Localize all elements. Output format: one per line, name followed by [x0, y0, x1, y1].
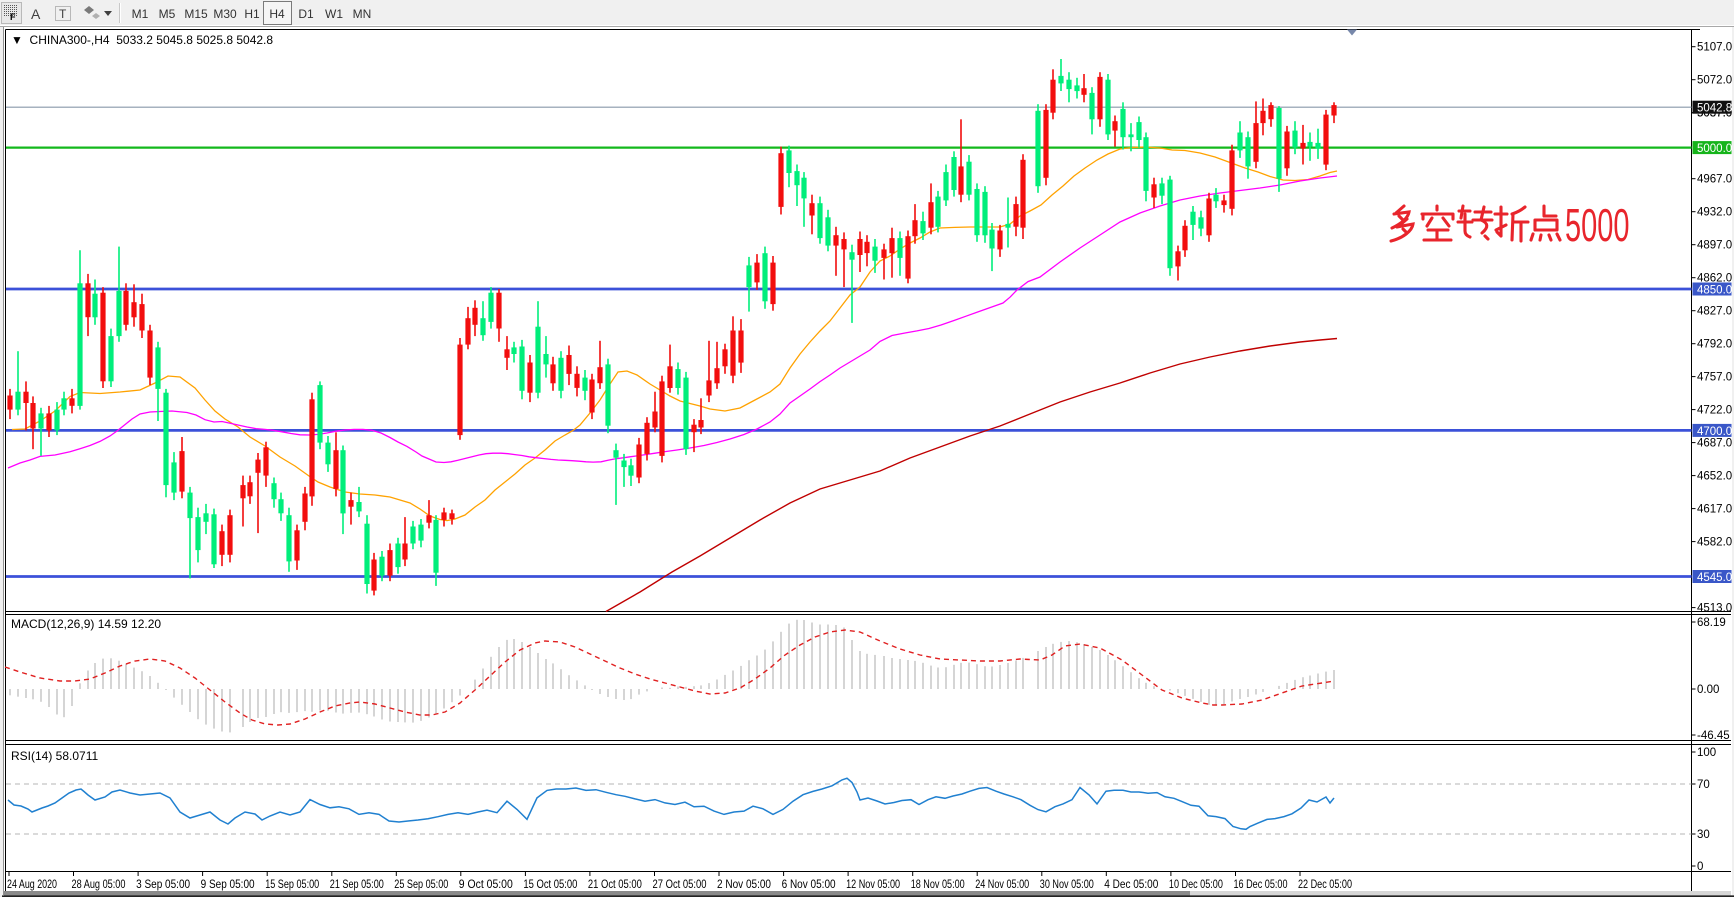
svg-text:25 Sep 05:00: 25 Sep 05:00: [394, 879, 448, 891]
svg-text:28 Aug 05:00: 28 Aug 05:00: [72, 879, 126, 891]
svg-text:4617.0: 4617.0: [1697, 504, 1732, 516]
svg-text:4827.0: 4827.0: [1697, 306, 1732, 318]
svg-text:M30: M30: [213, 7, 237, 21]
svg-text:21 Sep 05:00: 21 Sep 05:00: [330, 879, 384, 891]
svg-text:4897.0: 4897.0: [1697, 240, 1732, 252]
svg-text:9 Sep 05:00: 9 Sep 05:00: [201, 879, 255, 891]
svg-text:10 Dec 05:00: 10 Dec 05:00: [1169, 879, 1223, 891]
svg-text:15 Oct 05:00: 15 Oct 05:00: [523, 879, 577, 891]
svg-text:H1: H1: [244, 7, 260, 21]
svg-text:27 Oct 05:00: 27 Oct 05:00: [653, 879, 707, 891]
svg-text:F: F: [10, 12, 16, 22]
svg-text:4513.0: 4513.0: [1697, 603, 1732, 615]
svg-text:22 Dec 05:00: 22 Dec 05:00: [1298, 879, 1352, 891]
svg-text:-46.45: -46.45: [1697, 730, 1730, 742]
svg-text:M15: M15: [184, 7, 208, 21]
svg-text:0: 0: [1697, 861, 1703, 873]
svg-text:4792.0: 4792.0: [1697, 339, 1732, 351]
svg-text:5107.0: 5107.0: [1697, 42, 1732, 54]
svg-text:5072.0: 5072.0: [1697, 75, 1732, 87]
svg-text:4545.0: 4545.0: [1697, 572, 1732, 584]
svg-text:A: A: [31, 6, 41, 22]
svg-text:6 Nov 05:00: 6 Nov 05:00: [782, 879, 836, 891]
svg-text:MN: MN: [353, 7, 372, 21]
svg-text:M5: M5: [159, 7, 176, 21]
svg-text:5000.0: 5000.0: [1697, 143, 1732, 155]
svg-text:5000: 5000: [1565, 200, 1629, 251]
svg-text:4850.0: 4850.0: [1697, 285, 1732, 297]
svg-text:16 Dec 05:00: 16 Dec 05:00: [1234, 879, 1288, 891]
svg-text:9 Oct 05:00: 9 Oct 05:00: [459, 879, 513, 891]
svg-text:D1: D1: [298, 7, 314, 21]
svg-text:3 Sep 05:00: 3 Sep 05:00: [136, 879, 190, 891]
svg-text:100: 100: [1697, 747, 1716, 759]
svg-text:24 Nov 05:00: 24 Nov 05:00: [975, 879, 1029, 891]
svg-text:4722.0: 4722.0: [1697, 405, 1732, 417]
svg-text:4862.0: 4862.0: [1697, 273, 1732, 285]
svg-text:4932.0: 4932.0: [1697, 207, 1732, 219]
svg-text:2 Nov 05:00: 2 Nov 05:00: [717, 879, 771, 891]
svg-text:4582.0: 4582.0: [1697, 537, 1732, 549]
svg-text:68.19: 68.19: [1697, 617, 1726, 629]
svg-text:4757.0: 4757.0: [1697, 372, 1732, 384]
svg-text:MACD(12,26,9) 14.59 12.20: MACD(12,26,9) 14.59 12.20: [11, 617, 161, 631]
svg-text:RSI(14) 58.0711: RSI(14) 58.0711: [11, 749, 98, 763]
svg-text:▼ CHINA300-,H4 5033.2 5045.8: ▼ CHINA300-,H4 5033.2 5045.8 5025.8 5042…: [11, 33, 273, 47]
svg-text:12 Nov 05:00: 12 Nov 05:00: [846, 879, 900, 891]
svg-text:18 Nov 05:00: 18 Nov 05:00: [911, 879, 965, 891]
svg-text:4700.0: 4700.0: [1697, 426, 1732, 438]
svg-text:0.00: 0.00: [1697, 684, 1719, 696]
svg-text:24 Aug 2020: 24 Aug 2020: [7, 879, 57, 891]
svg-text:30: 30: [1697, 829, 1710, 841]
svg-text:W1: W1: [325, 7, 343, 21]
svg-text:4967.0: 4967.0: [1697, 174, 1732, 186]
svg-text:21 Oct 05:00: 21 Oct 05:00: [588, 879, 642, 891]
svg-text:5042.8: 5042.8: [1697, 103, 1732, 115]
svg-text:15 Sep 05:00: 15 Sep 05:00: [265, 879, 319, 891]
svg-text:30 Nov 05:00: 30 Nov 05:00: [1040, 879, 1094, 891]
svg-text:M1: M1: [132, 7, 149, 21]
svg-text:T: T: [59, 7, 67, 21]
svg-text:4652.0: 4652.0: [1697, 471, 1732, 483]
svg-text:H4: H4: [269, 7, 285, 21]
svg-text:70: 70: [1697, 779, 1710, 791]
svg-text:4 Dec 05:00: 4 Dec 05:00: [1104, 879, 1158, 891]
svg-text:4687.0: 4687.0: [1697, 438, 1732, 450]
